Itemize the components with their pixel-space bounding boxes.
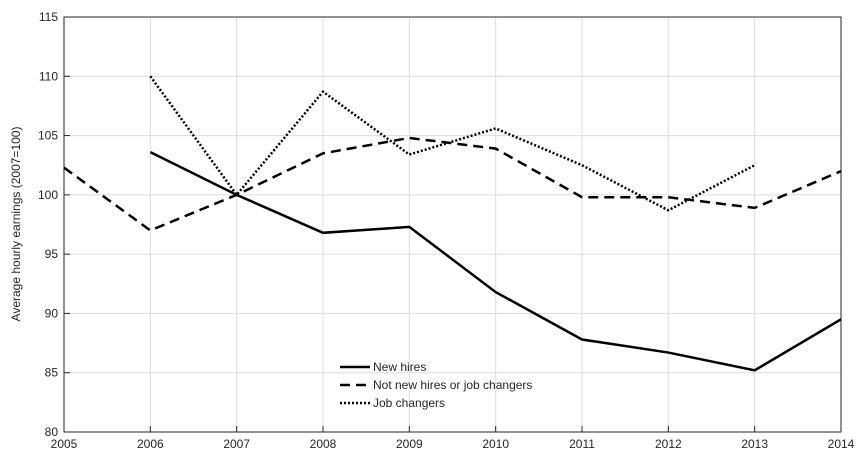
y-axis-label: Average hourly earnings (2007=100) bbox=[9, 127, 23, 322]
x-tick-label: 2014 bbox=[828, 437, 855, 451]
plot-frame bbox=[63, 16, 842, 433]
y-tick-label: 80 bbox=[45, 425, 59, 439]
x-tick-label: 2009 bbox=[396, 437, 423, 451]
y-tick-label: 110 bbox=[39, 69, 58, 83]
line bbox=[149, 151, 842, 372]
y-tick-label: 105 bbox=[38, 129, 58, 143]
y-tick-label: 115 bbox=[39, 10, 58, 24]
y-tick-label: 90 bbox=[45, 306, 59, 320]
y-tick-label: 85 bbox=[45, 366, 59, 380]
x-tick-label: 2006 bbox=[137, 437, 164, 451]
line bbox=[149, 75, 756, 212]
x-tick-label: 2011 bbox=[569, 437, 595, 451]
x-tick-label: 2007 bbox=[223, 437, 250, 451]
x-tick-label: 2005 bbox=[51, 437, 78, 451]
legend-label: Not new hires or job changers bbox=[373, 378, 532, 392]
x-tick-label: 2010 bbox=[482, 437, 509, 451]
y-tick-label: 100 bbox=[38, 188, 58, 202]
x-tick-label: 2013 bbox=[741, 437, 768, 451]
x-tick-label: 2012 bbox=[655, 437, 682, 451]
legend-label: Job changers bbox=[373, 396, 445, 410]
line bbox=[63, 136, 842, 232]
y-tick-label: 95 bbox=[45, 247, 59, 261]
x-tick-label: 2008 bbox=[310, 437, 337, 451]
legend-label: New hires bbox=[373, 360, 426, 374]
